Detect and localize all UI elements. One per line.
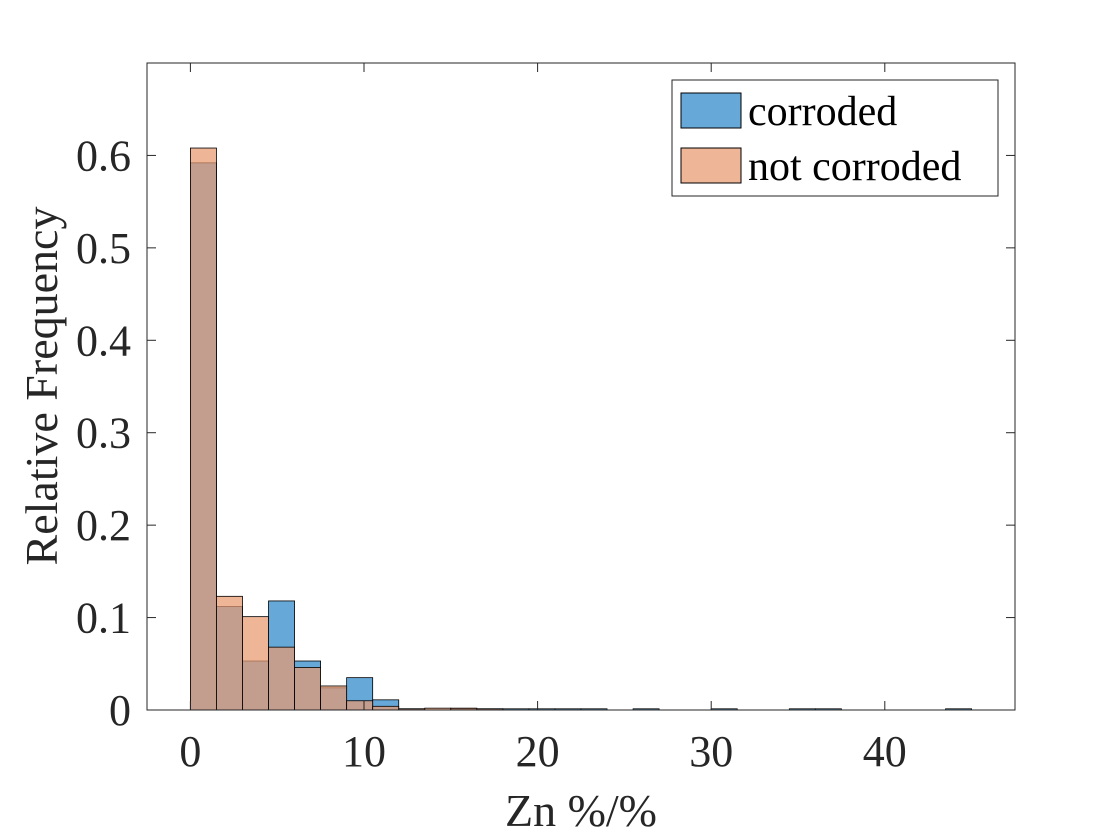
bar-not-corroded-1 <box>216 595 243 711</box>
plot-frame <box>146 62 1016 711</box>
y-tick-label: 0.1 <box>76 594 131 643</box>
x-axis-label: Zn %/% <box>505 785 657 836</box>
y-tick-label: 0.6 <box>76 131 131 180</box>
x-tick-label: 30 <box>689 727 733 776</box>
bar-not-corroded-3 <box>268 646 295 711</box>
y-tick-labels: 0 0.1 0.2 0.3 0.4 0.5 0.6 <box>76 131 131 735</box>
legend-swatch-not-corroded <box>680 147 742 184</box>
legend-label-not-corroded: not corroded <box>748 144 961 190</box>
x-tick-label: 20 <box>516 727 560 776</box>
y-tick-label: 0 <box>109 686 131 735</box>
x-tick-label: 10 <box>342 727 386 776</box>
bar-not-corroded-4 <box>294 667 321 711</box>
y-axis-label: Relative Frequency <box>16 207 67 566</box>
y-tick-label: 0.3 <box>76 409 131 458</box>
legend: corroded not corroded <box>671 79 999 197</box>
x-tick-label: 0 <box>179 727 201 776</box>
y-tick-label: 0.5 <box>76 224 131 273</box>
y-tick-label: 0.4 <box>76 316 131 365</box>
bar-not-corroded-5 <box>320 685 348 711</box>
legend-label-corroded: corroded <box>748 89 897 135</box>
y-tick-label: 0.2 <box>76 501 131 550</box>
legend-swatch-corroded <box>680 92 742 129</box>
bar-not-corroded-7 <box>372 705 400 711</box>
axis-ticks <box>147 63 1015 711</box>
not-corroded-bars <box>189 147 504 711</box>
x-tick-labels: 0 10 20 30 40 <box>179 727 906 776</box>
x-tick-label: 40 <box>863 727 907 776</box>
bar-not-corroded-0 <box>189 147 217 711</box>
bar-not-corroded-2 <box>242 616 269 711</box>
bar-not-corroded-6 <box>346 700 374 711</box>
